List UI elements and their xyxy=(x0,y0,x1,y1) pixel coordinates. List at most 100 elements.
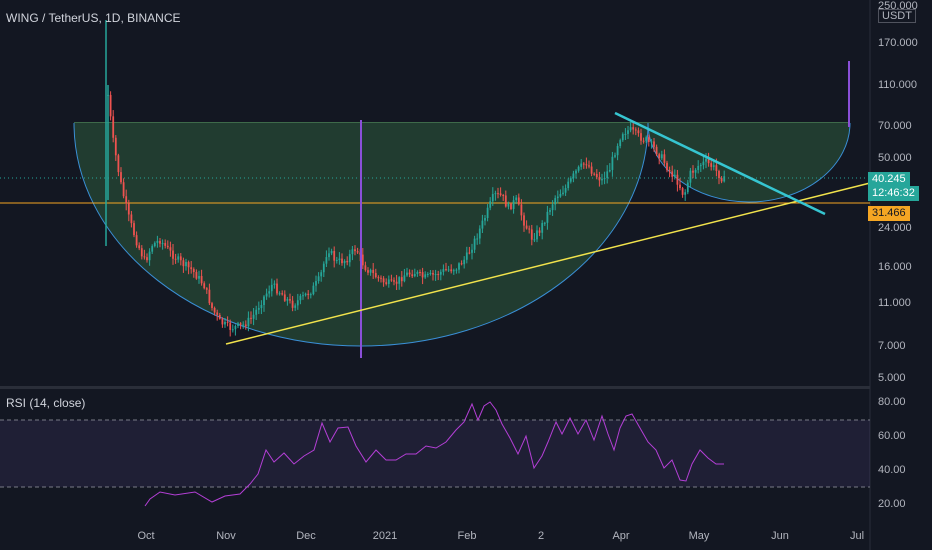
candle-body xyxy=(182,260,185,267)
candle-body xyxy=(460,263,463,265)
candle-body xyxy=(109,94,112,117)
candle-body xyxy=(715,165,718,171)
candle-body xyxy=(265,293,268,297)
candle-body xyxy=(601,178,603,181)
candle-body xyxy=(151,246,154,252)
candle-body xyxy=(226,321,229,323)
candle-body xyxy=(611,156,614,170)
candle-body xyxy=(588,165,590,167)
candle-body xyxy=(302,295,304,297)
candle-body xyxy=(653,141,655,147)
candle-body xyxy=(330,250,333,254)
level-price-badge: 31.466 xyxy=(868,206,910,221)
candle-body xyxy=(497,193,499,195)
candle-body xyxy=(692,170,694,173)
candle-body xyxy=(203,283,206,289)
candle-body xyxy=(325,257,328,264)
candle-body xyxy=(556,196,559,199)
candle-body xyxy=(317,276,320,282)
candle-body xyxy=(343,260,346,264)
candle-body xyxy=(458,263,460,270)
candle-body xyxy=(595,174,598,178)
candle-body xyxy=(549,210,551,212)
candle-body xyxy=(481,220,484,229)
candle-body xyxy=(234,325,237,330)
candle-body xyxy=(299,295,302,301)
candle-body xyxy=(559,193,562,197)
candle-body xyxy=(148,251,151,261)
candle-body xyxy=(408,272,411,275)
candle-body xyxy=(382,278,385,283)
bar-countdown-badge: 12:46:32 xyxy=(868,186,919,201)
candle-body xyxy=(187,262,190,268)
candle-body xyxy=(419,272,421,274)
candle-body xyxy=(127,203,130,215)
candle-body xyxy=(120,172,122,183)
candle-body xyxy=(247,317,250,327)
candle-body xyxy=(429,272,432,275)
candle-body xyxy=(424,274,427,278)
rsi-title[interactable]: RSI (14, close) xyxy=(6,396,86,410)
candle-body xyxy=(598,177,601,181)
candle-body xyxy=(231,329,234,331)
rsi-tick: 40.00 xyxy=(878,464,906,476)
candle-body xyxy=(177,256,180,260)
candle-body xyxy=(668,170,671,172)
candle-body xyxy=(398,277,401,284)
candle-body xyxy=(213,307,216,313)
candle-body xyxy=(473,238,476,250)
candle-body xyxy=(585,164,588,166)
resistance-trendline xyxy=(614,111,826,216)
candle-body xyxy=(562,192,564,194)
candle-body xyxy=(616,146,619,156)
candle-body xyxy=(374,273,377,278)
candle-body xyxy=(221,318,224,325)
candle-body xyxy=(515,197,518,201)
candle-body xyxy=(159,240,161,244)
candle-body xyxy=(244,324,247,327)
candle-body xyxy=(528,228,531,230)
rsi-tick: 80.00 xyxy=(878,396,906,408)
candle-body xyxy=(393,280,395,282)
candle-body xyxy=(569,178,572,182)
time-tick: Feb xyxy=(457,530,477,542)
candle-body xyxy=(468,252,471,254)
candle-body xyxy=(567,181,570,189)
price-tick: 11.000 xyxy=(878,297,911,309)
candle-body xyxy=(523,215,525,226)
price-tick: 5.000 xyxy=(878,372,906,384)
rsi-band xyxy=(0,420,870,487)
candle-body xyxy=(551,204,554,211)
symbol-title[interactable]: WING / TetherUS, 1D, BINANCE xyxy=(6,11,181,25)
candle-body xyxy=(208,289,211,304)
candle-body xyxy=(260,304,263,309)
candle-body xyxy=(281,293,284,295)
candle-body xyxy=(348,254,351,263)
candle-body xyxy=(517,197,520,205)
candle-body xyxy=(268,291,271,294)
candle-body xyxy=(146,257,148,261)
candle-body xyxy=(489,201,492,208)
candle-body xyxy=(543,222,546,224)
cup-rim xyxy=(74,122,850,123)
currency-button[interactable]: USDT xyxy=(878,9,916,23)
candle-body xyxy=(403,275,406,282)
candle-body xyxy=(546,211,549,223)
candle-body xyxy=(263,296,265,305)
candle-body xyxy=(216,312,219,315)
price-tick: 50.000 xyxy=(878,152,912,164)
candle-body xyxy=(710,163,713,167)
pane-separator[interactable] xyxy=(0,386,870,389)
candle-body xyxy=(257,308,260,310)
candle-body xyxy=(304,293,307,296)
candle-body xyxy=(650,141,653,143)
candle-body xyxy=(426,274,429,276)
candle-body xyxy=(684,192,687,195)
candle-body xyxy=(273,283,276,285)
candle-body xyxy=(494,193,497,195)
candle-body xyxy=(218,314,221,319)
candle-body xyxy=(484,218,486,221)
candle-body xyxy=(525,225,528,229)
candle-body xyxy=(112,116,115,138)
